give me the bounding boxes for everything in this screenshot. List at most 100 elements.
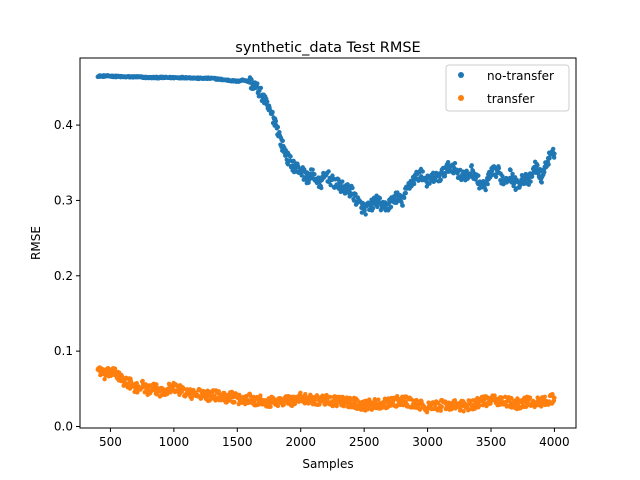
data-point <box>547 156 552 161</box>
data-point <box>403 190 408 196</box>
data-point <box>370 205 376 211</box>
data-point <box>128 378 134 384</box>
data-point <box>469 163 474 168</box>
data-point <box>102 376 107 382</box>
data-point <box>298 390 303 395</box>
data-point <box>535 163 540 168</box>
data-point <box>424 409 430 415</box>
x-tick-label: 3500 <box>476 435 507 449</box>
legend-marker-no-transfer <box>458 72 464 78</box>
data-point <box>493 174 499 179</box>
data-point <box>288 154 293 159</box>
chart-title: synthetic_data Test RMSE <box>235 40 420 56</box>
data-point <box>477 403 482 408</box>
data-point <box>402 195 407 201</box>
data-point <box>424 184 430 189</box>
data-point <box>550 146 556 152</box>
data-point <box>310 167 315 172</box>
y-axis-label: RMSE <box>29 226 43 260</box>
y-tick-label: 0.3 <box>54 193 73 207</box>
x-tick-label: 1000 <box>159 435 190 449</box>
data-point <box>140 378 145 384</box>
plot-frame <box>79 57 577 429</box>
data-point <box>476 173 481 178</box>
data-point <box>552 395 557 401</box>
data-point <box>351 198 357 203</box>
data-point <box>539 180 544 185</box>
data-point <box>510 171 515 177</box>
data-point <box>466 407 472 412</box>
x-axis: 500 1000 1500 2000 2500 3000 3500 4000 <box>99 428 570 449</box>
data-point <box>275 124 281 130</box>
legend-label-transfer: transfer <box>487 92 534 106</box>
y-axis: 0.0 0.1 0.2 0.3 0.4 <box>54 118 80 433</box>
data-point <box>312 172 317 177</box>
data-point <box>483 187 488 193</box>
data-point <box>388 204 394 210</box>
data-point <box>249 77 254 82</box>
data-point <box>112 366 118 371</box>
data-point <box>509 395 514 401</box>
data-point <box>523 404 529 410</box>
data-point <box>399 199 404 205</box>
data-point <box>461 409 466 414</box>
data-point <box>452 160 458 166</box>
data-point <box>258 393 263 398</box>
y-tick-label: 0.1 <box>54 344 73 358</box>
data-point <box>546 162 551 167</box>
data-point <box>265 99 270 104</box>
data-point <box>438 177 443 182</box>
data-point <box>528 179 533 184</box>
data-point <box>154 382 159 387</box>
data-point <box>508 167 513 173</box>
x-tick-label: 1500 <box>222 435 253 449</box>
data-point <box>334 403 339 409</box>
legend-label-no-transfer: no-transfer <box>487 69 554 83</box>
legend-marker-transfer <box>458 95 464 101</box>
data-point <box>438 408 443 413</box>
x-tick-label: 3000 <box>412 435 443 449</box>
data-point <box>270 109 275 115</box>
data-point <box>285 162 291 167</box>
data-point <box>317 402 322 407</box>
data-point <box>452 398 458 403</box>
data-point <box>340 179 345 184</box>
legend: no-transfer transfer <box>445 64 570 112</box>
data-point <box>280 138 285 144</box>
data-point <box>350 185 355 191</box>
data-point <box>277 130 282 135</box>
data-point <box>551 155 557 160</box>
data-point <box>232 399 237 405</box>
data-point <box>275 403 281 409</box>
data-point <box>376 397 381 402</box>
data-point <box>458 406 463 412</box>
data-point <box>255 81 260 86</box>
data-point <box>427 181 432 186</box>
series-no-transfer <box>95 73 557 217</box>
data-point <box>511 181 517 186</box>
y-tick-label: 0.0 <box>54 419 73 433</box>
y-tick-label: 0.4 <box>54 118 73 132</box>
data-point <box>303 391 308 397</box>
data-point <box>411 181 417 187</box>
data-point <box>363 212 368 217</box>
data-point <box>401 402 406 408</box>
data-point <box>377 195 383 201</box>
x-tick-label: 4000 <box>539 435 570 449</box>
series-transfer <box>95 365 557 415</box>
data-point <box>500 174 505 179</box>
data-point <box>527 395 533 400</box>
plot-background <box>80 58 576 428</box>
data-point <box>492 393 497 398</box>
data-point <box>538 168 543 174</box>
data-point <box>420 169 425 174</box>
data-point <box>443 399 448 404</box>
data-point <box>319 185 324 191</box>
data-point <box>154 392 160 397</box>
legend-frame <box>445 64 570 112</box>
data-point <box>327 394 333 400</box>
data-point <box>322 402 328 407</box>
data-point <box>353 191 358 197</box>
data-point <box>362 208 367 213</box>
